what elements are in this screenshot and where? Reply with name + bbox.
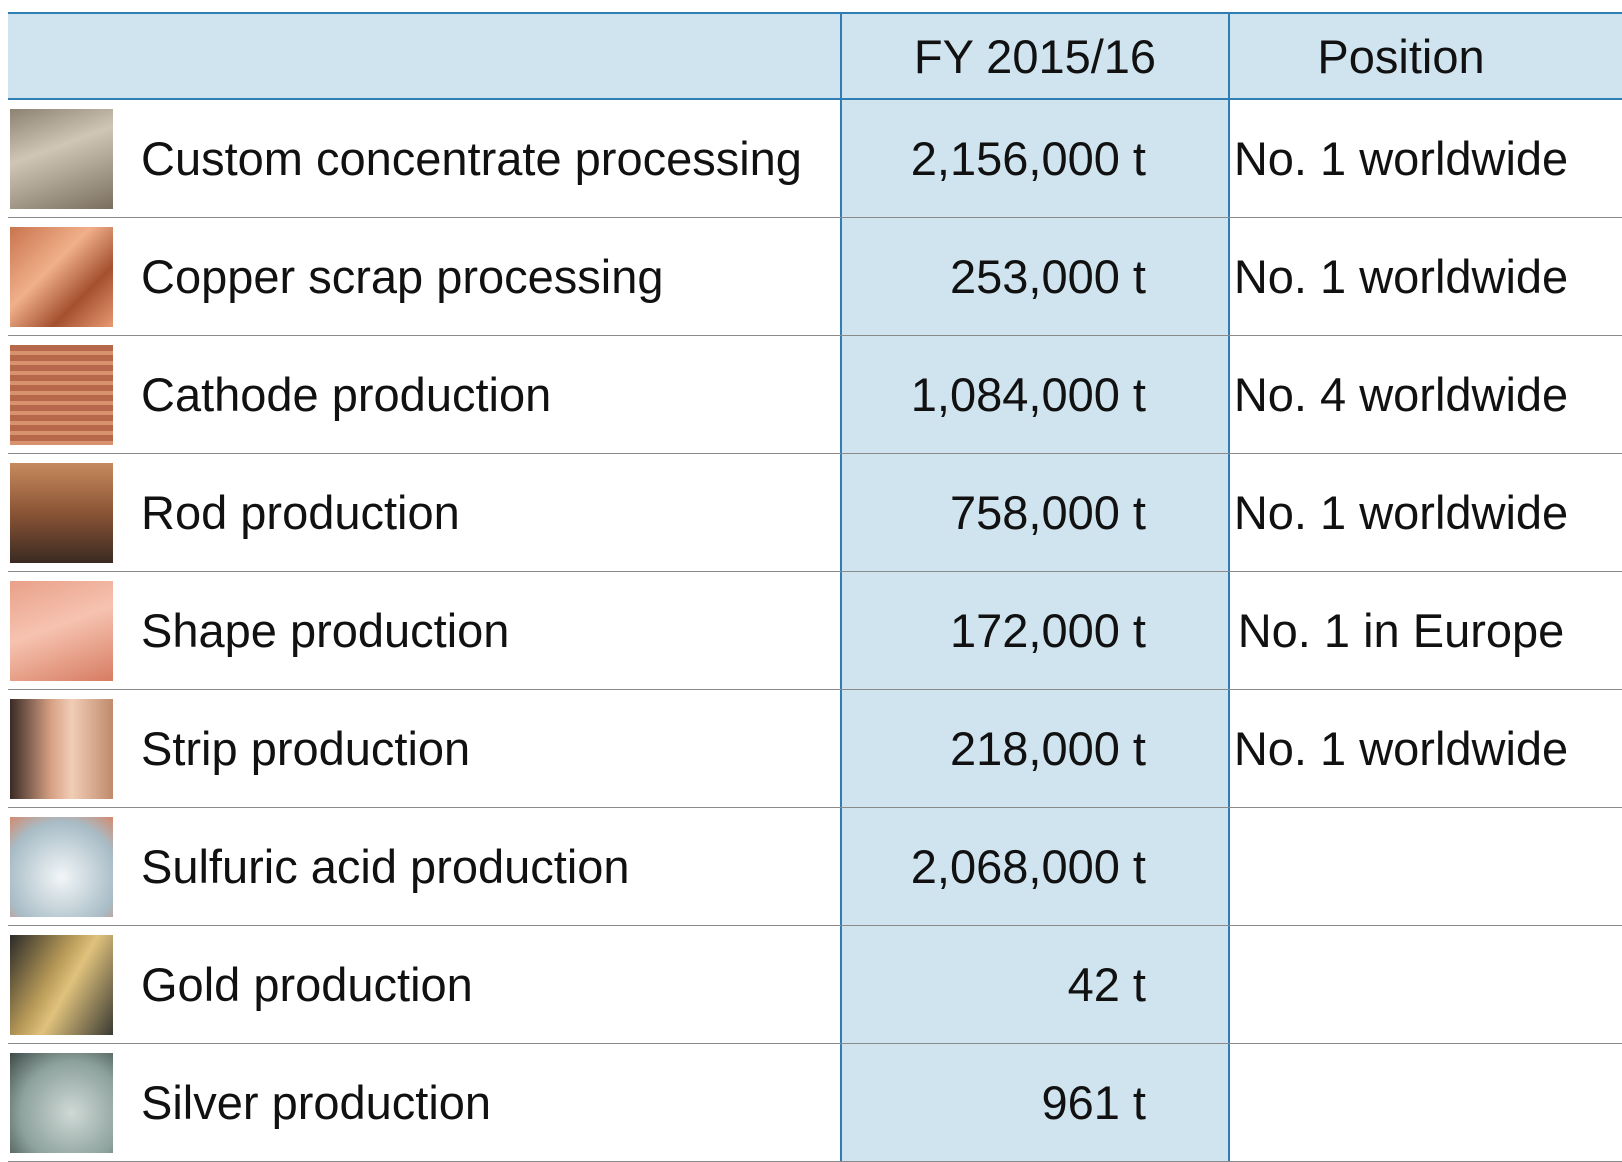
- label-cell: Silver production: [8, 1044, 840, 1161]
- position-cell: [1230, 926, 1622, 1043]
- header-cell: [8, 14, 840, 98]
- value-cell: 1,084,000 t: [840, 336, 1230, 453]
- position-cell: No. 1 worldwide: [1233, 486, 1569, 539]
- position-cell: No. 1 worldwide: [1233, 132, 1569, 185]
- table-row: Strip production 218,000 t No. 1 worldwide: [8, 690, 1622, 808]
- row-label: Gold production: [141, 958, 473, 1011]
- position-cell: No. 1 worldwide: [1233, 722, 1569, 775]
- value-cell: 218,000 t: [840, 690, 1230, 807]
- thumbnail: [10, 934, 113, 1035]
- row-label: Copper scrap processing: [141, 250, 664, 303]
- table-row: Sulfuric acid production 2,068,000 t: [8, 808, 1622, 926]
- label-cell: Custom concentrate processing: [8, 100, 840, 217]
- row-label: Cathode production: [141, 368, 552, 421]
- row-label: Shape production: [141, 604, 510, 657]
- value-cell: 172,000 t: [840, 572, 1230, 689]
- label-cell: Shape production: [8, 572, 840, 689]
- header-row: FY 2015/16 Position: [8, 14, 1622, 100]
- table-row: Copper scrap processing 253,000 t No. 1 wo…: [8, 218, 1622, 336]
- value-cell: 2,068,000 t: [840, 808, 1230, 925]
- value-cell: 42 t: [840, 926, 1230, 1043]
- thumbnail: [10, 226, 113, 327]
- label-cell: Strip production: [8, 690, 840, 807]
- header-cell: FY 2015/16: [840, 14, 1230, 98]
- row-label: Custom concentrate processing: [141, 132, 802, 185]
- thumbnail: [10, 816, 113, 917]
- thumbnail: [10, 1052, 113, 1153]
- label-cell: Cathode production: [8, 336, 840, 453]
- table-row: Rod production 758,000 t No. 1 worldwide: [8, 454, 1622, 572]
- row-label: Silver production: [141, 1076, 492, 1129]
- header-cell: Position: [1317, 29, 1485, 83]
- label-cell: Copper scrap processing: [8, 218, 840, 335]
- table-row: Gold production 42 t: [8, 926, 1622, 1044]
- thumbnail: [10, 462, 113, 563]
- value-cell: 2,156,000 t: [840, 100, 1230, 217]
- row-label: Rod production: [141, 486, 460, 539]
- position-cell: [1230, 1044, 1622, 1161]
- value-cell: 961 t: [840, 1044, 1230, 1161]
- value-cell: 253,000 t: [840, 218, 1230, 335]
- label-cell: Gold production: [8, 926, 840, 1043]
- table-row: Custom concentrate processing 2,156,000 t…: [8, 100, 1622, 218]
- position-cell: No. 4 worldwide: [1233, 368, 1569, 421]
- position-cell: No. 1 in Europe: [1237, 604, 1565, 657]
- thumbnail: [10, 344, 113, 445]
- label-cell: Rod production: [8, 454, 840, 571]
- thumbnail: [10, 580, 113, 681]
- row-label: Strip production: [141, 722, 471, 775]
- label-cell: Sulfuric acid production: [8, 808, 840, 925]
- position-cell: No. 1 worldwide: [1233, 250, 1569, 303]
- position-cell: [1230, 808, 1622, 925]
- value-cell: 758,000 t: [840, 454, 1230, 571]
- row-label: Sulfuric acid production: [141, 840, 630, 893]
- table-row: Cathode production 1,084,000 t No. 4 world…: [8, 336, 1622, 454]
- table-row: Shape production 172,000 t No. 1 in Europe: [8, 572, 1622, 690]
- table-row: Silver production 961 t: [8, 1044, 1622, 1162]
- thumbnail: [10, 698, 113, 799]
- table: FY 2015/16 Position Custom concentrate pro…: [8, 12, 1622, 1162]
- thumbnail: [10, 108, 113, 209]
